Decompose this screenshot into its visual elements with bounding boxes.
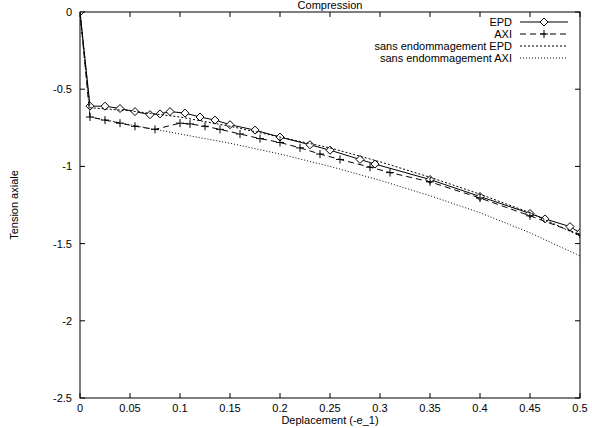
series-marker bbox=[201, 122, 209, 130]
x-axis-label: Deplacement (-e_1) bbox=[281, 414, 378, 426]
x-tick-label: 0.5 bbox=[572, 402, 587, 414]
y-tick bbox=[80, 243, 85, 244]
series-marker bbox=[366, 163, 374, 171]
x-tick bbox=[280, 393, 281, 398]
x-tick-label: 0.3 bbox=[372, 402, 387, 414]
y-tick-label: -2.5 bbox=[53, 392, 72, 404]
series-marker bbox=[386, 169, 394, 177]
legend-swatch bbox=[520, 46, 568, 47]
x-tick bbox=[130, 12, 131, 17]
plot-area bbox=[80, 12, 580, 256]
series-marker bbox=[256, 135, 264, 143]
x-tick bbox=[180, 393, 181, 398]
y-tick-label: -1 bbox=[62, 160, 72, 172]
y-tick bbox=[80, 320, 85, 321]
series-line bbox=[80, 12, 580, 233]
x-tick bbox=[280, 12, 281, 17]
series-marker bbox=[226, 121, 234, 129]
y-tick bbox=[80, 166, 85, 167]
series-line bbox=[80, 12, 580, 256]
series-marker bbox=[181, 109, 189, 117]
series-marker bbox=[216, 125, 224, 133]
series-marker bbox=[166, 108, 174, 116]
chart: Compression Deplacement (-e_1) Tension axi… bbox=[0, 0, 592, 428]
series-line bbox=[80, 12, 580, 236]
series-marker bbox=[131, 122, 139, 130]
series-marker bbox=[296, 144, 304, 152]
x-tick bbox=[380, 12, 381, 17]
series-marker bbox=[211, 116, 219, 124]
series-marker bbox=[566, 223, 574, 231]
y-tick-label: -0.5 bbox=[53, 83, 72, 95]
y-tick-label: -2 bbox=[62, 315, 72, 327]
y-tick bbox=[575, 89, 580, 90]
x-tick-label: 0.15 bbox=[219, 402, 240, 414]
series-marker bbox=[336, 155, 344, 163]
series-marker bbox=[146, 111, 154, 119]
legend-marker bbox=[540, 30, 548, 38]
series-marker bbox=[236, 130, 244, 138]
series-marker bbox=[86, 102, 94, 110]
x-tick bbox=[180, 12, 181, 17]
legend-swatch bbox=[520, 58, 568, 59]
x-tick bbox=[480, 12, 481, 17]
series-marker bbox=[426, 178, 434, 186]
series-marker bbox=[526, 212, 534, 220]
y-axis-label: Tension axiale bbox=[8, 170, 20, 240]
x-tick bbox=[530, 393, 531, 398]
x-tick bbox=[230, 12, 231, 17]
x-tick bbox=[330, 393, 331, 398]
y-tick bbox=[80, 89, 85, 90]
legend-label: sans endommagement EPD bbox=[374, 40, 512, 52]
x-tick-label: 0.25 bbox=[319, 402, 340, 414]
series-line bbox=[80, 12, 580, 234]
series-marker bbox=[541, 215, 549, 223]
x-tick-label: 0 bbox=[77, 402, 83, 414]
x-tick bbox=[480, 393, 481, 398]
x-tick-label: 0.2 bbox=[272, 402, 287, 414]
x-tick bbox=[530, 12, 531, 17]
title: Compression bbox=[298, 0, 363, 11]
x-tick-label: 0.05 bbox=[119, 402, 140, 414]
x-tick-label: 0.35 bbox=[419, 402, 440, 414]
series-marker bbox=[186, 120, 194, 128]
y-tick bbox=[575, 166, 580, 167]
y-tick-label: 0 bbox=[66, 6, 72, 18]
x-tick-label: 0.1 bbox=[172, 402, 187, 414]
x-tick bbox=[430, 393, 431, 398]
series-marker bbox=[156, 110, 164, 118]
x-tick bbox=[130, 393, 131, 398]
x-tick-label: 0.4 bbox=[472, 402, 487, 414]
x-tick bbox=[380, 393, 381, 398]
x-tick bbox=[430, 12, 431, 17]
legend: EPDAXIsans endommagement EPDsans endomma… bbox=[374, 16, 568, 64]
series-marker bbox=[116, 105, 124, 113]
series-marker bbox=[176, 119, 184, 127]
legend-marker bbox=[540, 18, 548, 26]
legend-label: AXI bbox=[494, 28, 512, 40]
legend-label: sans endommagement AXI bbox=[380, 52, 512, 64]
y-tick-label: -1.5 bbox=[53, 238, 72, 250]
plot-frame bbox=[80, 12, 580, 398]
series-marker bbox=[476, 194, 484, 202]
series-marker bbox=[306, 141, 314, 149]
y-tick bbox=[575, 320, 580, 321]
series-marker bbox=[316, 150, 324, 158]
legend-label: EPD bbox=[489, 16, 512, 28]
x-tick bbox=[230, 393, 231, 398]
x-tick-label: 0.45 bbox=[519, 402, 540, 414]
series-marker bbox=[251, 126, 259, 134]
x-tick bbox=[330, 12, 331, 17]
series-marker bbox=[276, 138, 284, 146]
y-tick bbox=[575, 243, 580, 244]
